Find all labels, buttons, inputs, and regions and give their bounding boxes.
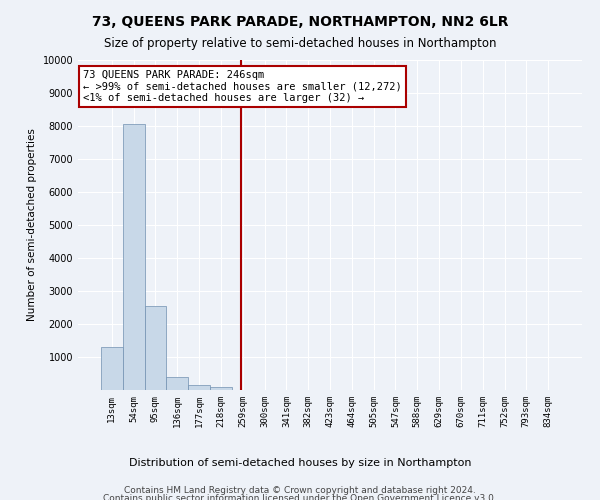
Text: Size of property relative to semi-detached houses in Northampton: Size of property relative to semi-detach… [104, 38, 496, 51]
Bar [145, 306, 166, 390]
Bar [210, 387, 232, 390]
Text: Contains HM Land Registry data © Crown copyright and database right 2024.: Contains HM Land Registry data © Crown c… [124, 486, 476, 495]
Text: Distribution of semi-detached houses by size in Northampton: Distribution of semi-detached houses by … [129, 458, 471, 468]
Y-axis label: Number of semi-detached properties: Number of semi-detached properties [27, 128, 37, 322]
Text: Contains public sector information licensed under the Open Government Licence v3: Contains public sector information licen… [103, 494, 497, 500]
Bar [101, 347, 123, 390]
Bar [188, 386, 210, 390]
Text: 73, QUEENS PARK PARADE, NORTHAMPTON, NN2 6LR: 73, QUEENS PARK PARADE, NORTHAMPTON, NN2… [92, 15, 508, 29]
Bar [166, 378, 188, 390]
Bar [123, 124, 145, 390]
Text: 73 QUEENS PARK PARADE: 246sqm
← >99% of semi-detached houses are smaller (12,272: 73 QUEENS PARK PARADE: 246sqm ← >99% of … [83, 70, 402, 103]
